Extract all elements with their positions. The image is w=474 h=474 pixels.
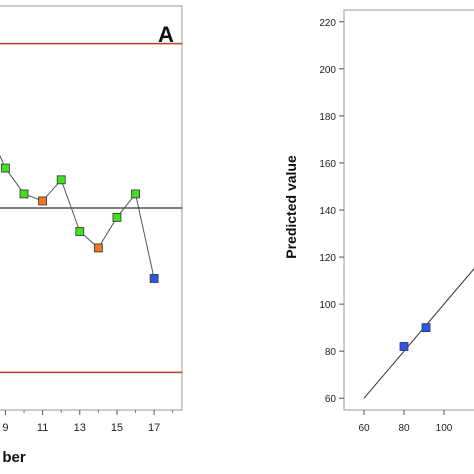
chart-b-y-tick-label: 80 bbox=[325, 347, 337, 358]
chart-a-reference-lines bbox=[0, 42, 182, 374]
chart-a-x-tick-label: 17 bbox=[148, 422, 160, 434]
chart-b-data-point bbox=[421, 323, 431, 333]
chart-b-x-axis: 60 80 100 bbox=[358, 410, 453, 434]
chart-b-y-tick-label: 200 bbox=[319, 65, 336, 76]
chart-b-x-tick-label: 80 bbox=[398, 423, 410, 434]
chart-a-data-point bbox=[56, 175, 66, 185]
chart-a-data-point bbox=[149, 274, 159, 283]
chart-b-y-tick-label: 140 bbox=[319, 206, 336, 217]
chart-b-y-tick-label: 120 bbox=[319, 253, 336, 264]
chart-a-x-axis-label: ber bbox=[2, 449, 26, 466]
chart-b-plot-frame bbox=[343, 9, 474, 411]
chart-a: A 9 11 13 15 17 ber bbox=[0, 5, 183, 466]
chart-a-series bbox=[0, 154, 159, 283]
chart-b-y-tick-label: 180 bbox=[319, 112, 336, 123]
chart-a-data-point bbox=[75, 227, 85, 236]
chart-a-x-tick-label: 11 bbox=[37, 422, 48, 434]
chart-b-data-point bbox=[399, 342, 409, 351]
chart-a-x-tick-label: 13 bbox=[74, 422, 86, 434]
chart-b-y-tick-label: 60 bbox=[325, 394, 337, 405]
chart-b-y-tick-label: 160 bbox=[319, 159, 336, 170]
chart-a-panel-label: A bbox=[158, 22, 174, 47]
chart-b-x-tick-label: 100 bbox=[436, 423, 453, 434]
chart-b: 60 80 100 120 140 160 180 200 220 60 80 100 Predic… bbox=[283, 9, 474, 434]
chart-a-x-axis: 9 11 13 15 17 bbox=[2, 410, 174, 434]
chart-a-x-tick-label: 9 bbox=[2, 422, 8, 434]
chart-a-data-point bbox=[112, 212, 122, 222]
chart-b-y-axis-label: Predicted value bbox=[283, 155, 299, 259]
chart-b-y-tick-label: 220 bbox=[319, 18, 336, 29]
chart-a-data-point bbox=[93, 243, 103, 253]
chart-b-y-axis: 60 80 100 120 140 160 180 200 220 bbox=[319, 18, 344, 405]
chart-b-series bbox=[399, 323, 431, 351]
chart-a-x-tick-label: 15 bbox=[111, 422, 123, 434]
chart-a-data-point bbox=[1, 163, 10, 173]
chart-b-x-tick-label: 60 bbox=[358, 423, 370, 434]
chart-a-data-point bbox=[19, 189, 29, 199]
chart-a-data-point bbox=[131, 189, 140, 199]
chart-a-data-point bbox=[38, 196, 48, 206]
chart-b-y-tick-label: 100 bbox=[319, 300, 336, 311]
